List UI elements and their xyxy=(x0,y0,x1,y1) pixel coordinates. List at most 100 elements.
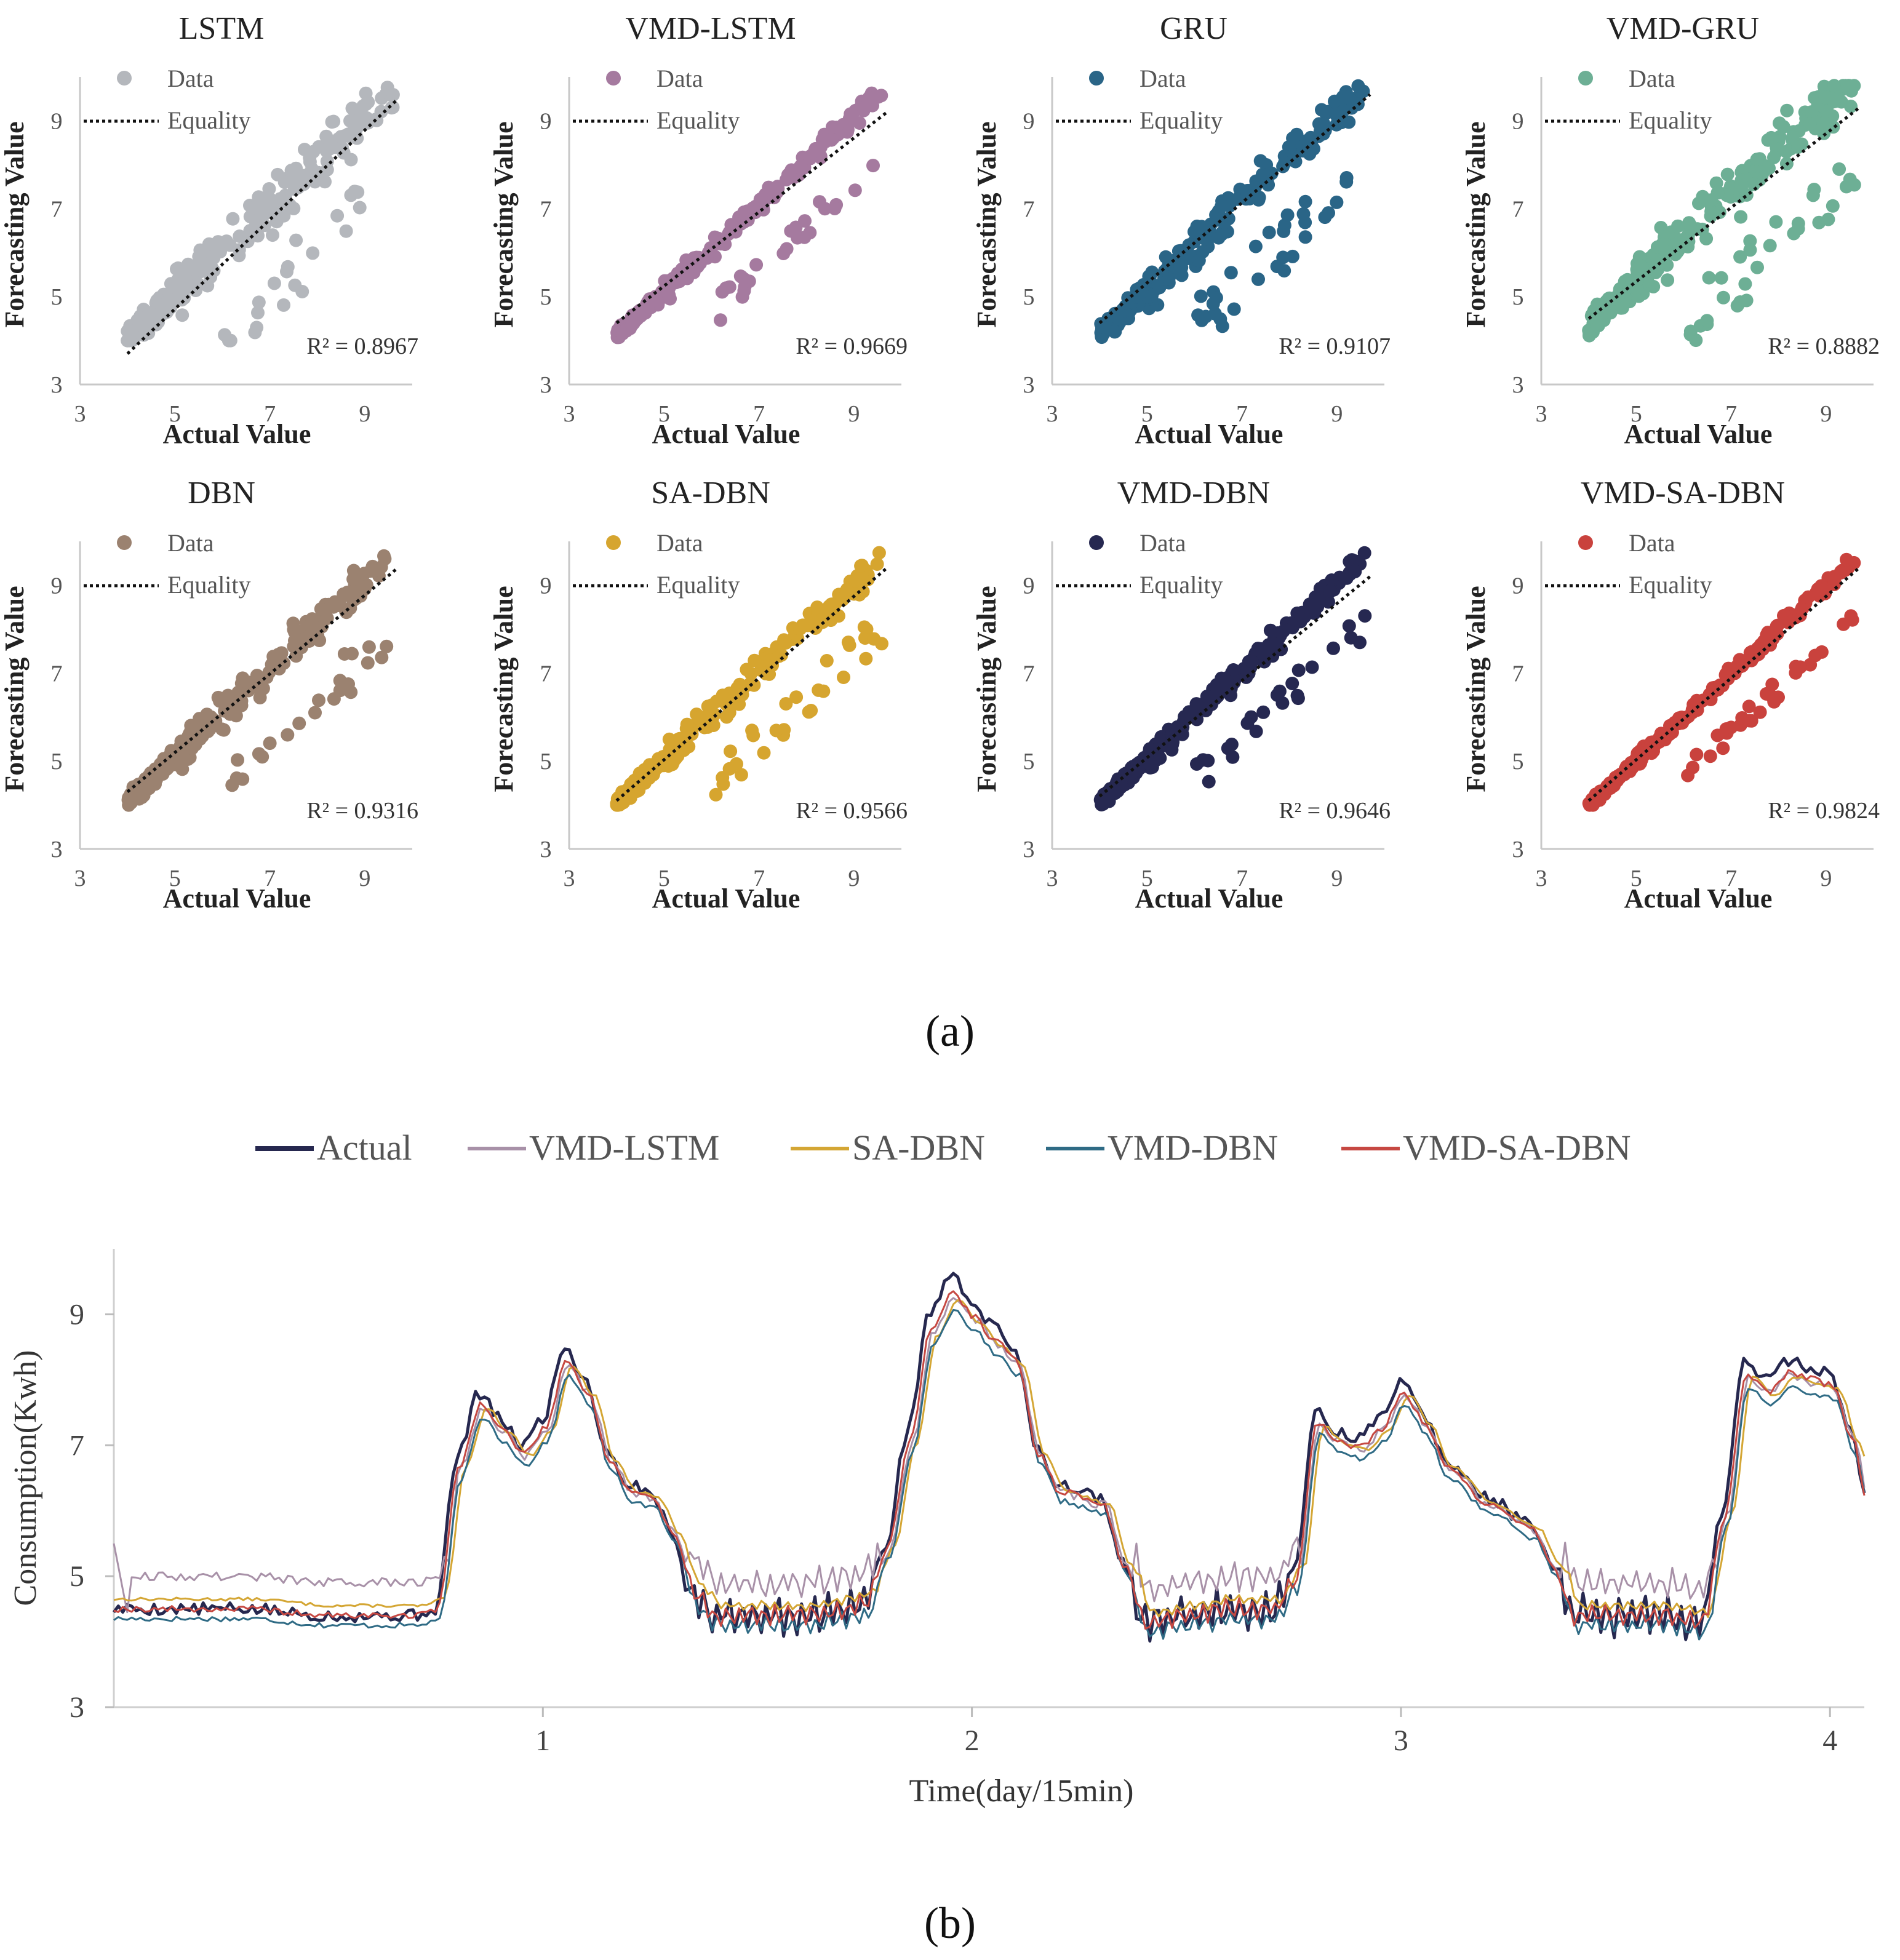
data-point xyxy=(753,193,767,207)
data-point xyxy=(1699,231,1714,245)
data-point xyxy=(1720,167,1734,181)
data-point xyxy=(1329,107,1343,121)
y-tick-label: 3 xyxy=(1023,837,1035,862)
data-point xyxy=(340,588,353,602)
y-tick-label: 9 xyxy=(540,108,552,134)
data-point xyxy=(1275,696,1290,710)
data-point xyxy=(1724,720,1738,735)
data-point xyxy=(161,757,175,771)
data-point xyxy=(724,744,738,759)
data-point xyxy=(311,165,325,180)
y-tick-label: 9 xyxy=(1512,573,1524,599)
data-point xyxy=(1132,287,1146,301)
legend-equality-label: Equality xyxy=(1629,106,1712,134)
data-point xyxy=(229,709,243,723)
x-tick-label: 2 xyxy=(965,1724,980,1757)
legend-label-vmd-sa-dbn: VMD-SA-DBN xyxy=(1403,1128,1631,1168)
data-point xyxy=(734,768,748,782)
y-tick-label: 7 xyxy=(1023,196,1035,222)
y-axis-label: Forecasting Value xyxy=(1461,121,1491,327)
x-tick-label: 9 xyxy=(848,866,860,891)
data-point xyxy=(323,134,337,148)
equality-line xyxy=(1587,106,1861,320)
equality-line xyxy=(126,97,399,355)
data-point xyxy=(277,194,291,209)
data-point xyxy=(1251,272,1265,286)
legend-label-sa-dbn: SA-DBN xyxy=(852,1128,985,1168)
data-points xyxy=(1582,552,1861,812)
y-tick-label: 5 xyxy=(51,284,63,310)
data-point xyxy=(780,242,794,256)
data-point xyxy=(1095,796,1109,810)
x-tick-label: 9 xyxy=(1820,401,1832,427)
data-point xyxy=(1173,722,1188,736)
data-point xyxy=(809,615,823,629)
y-tick-label: 5 xyxy=(1512,284,1524,310)
data-point xyxy=(1202,775,1216,789)
y-tick-label: 7 xyxy=(51,196,63,222)
data-point xyxy=(1285,249,1299,263)
data-point xyxy=(327,114,341,129)
data-point xyxy=(1817,79,1831,94)
data-point xyxy=(870,557,884,571)
data-point xyxy=(1734,210,1748,224)
legend-data-label: Data xyxy=(657,65,703,92)
scatter-panel-vmd-gru: VMD-GRU 3 5 7 9 3 5 7 9 Actual Value Forecasting V… xyxy=(1461,11,1880,449)
data-point xyxy=(1703,749,1717,763)
x-tick-label: 3 xyxy=(1047,401,1058,427)
data-point xyxy=(1307,601,1322,615)
x-axis-label: Actual Value xyxy=(652,883,800,914)
data-point xyxy=(1686,760,1700,775)
data-point xyxy=(1683,218,1697,232)
data-point xyxy=(332,599,346,612)
data-point xyxy=(748,653,762,667)
x-tick-label: 7 xyxy=(1725,866,1737,891)
data-point xyxy=(334,130,348,144)
data-point xyxy=(1162,253,1176,268)
x-tick-label: 3 xyxy=(1536,401,1547,427)
data-point xyxy=(1298,194,1312,209)
data-point xyxy=(1765,690,1779,704)
data-point xyxy=(852,116,866,130)
data-point xyxy=(714,313,727,327)
data-point xyxy=(1827,79,1841,93)
data-point xyxy=(1834,565,1848,580)
data-point xyxy=(1351,79,1365,93)
data-point xyxy=(1226,750,1240,764)
data-point xyxy=(295,285,309,298)
data-point xyxy=(1256,705,1271,719)
x-axis-label: Actual Value xyxy=(1624,883,1773,914)
legend-equality-label: Equality xyxy=(1629,571,1712,599)
data-point xyxy=(804,704,818,717)
data-point xyxy=(1839,180,1853,194)
r2-label: R² = 0.9646 xyxy=(1279,798,1391,824)
data-point xyxy=(253,691,267,704)
x-axis-label: Actual Value xyxy=(652,419,800,449)
data-point xyxy=(1330,195,1344,209)
data-point xyxy=(226,212,240,226)
r2-label: R² = 0.9566 xyxy=(796,798,908,824)
data-point xyxy=(1270,260,1284,274)
data-point xyxy=(260,193,274,207)
data-point xyxy=(1814,645,1829,659)
panel-title: SA-DBN xyxy=(651,476,770,511)
x-tick-label: 5 xyxy=(1141,401,1153,427)
data-point xyxy=(1750,153,1764,167)
data-point xyxy=(1353,635,1367,650)
y-tick-label: 9 xyxy=(1512,108,1524,134)
data-point xyxy=(303,151,317,165)
data-point xyxy=(305,612,319,626)
data-point xyxy=(1308,590,1322,604)
data-point xyxy=(1291,663,1306,677)
data-point xyxy=(1315,103,1328,117)
data-point xyxy=(1592,793,1607,807)
data-point xyxy=(1762,161,1776,175)
legend-equality-label: Equality xyxy=(1140,571,1223,599)
data-point xyxy=(615,327,629,341)
data-point xyxy=(266,650,281,664)
x-tick-label: 5 xyxy=(1631,401,1642,427)
y-tick-label: 7 xyxy=(1512,661,1524,687)
y-tick-label: 3 xyxy=(51,372,63,398)
x-tick-label: 9 xyxy=(1331,866,1343,891)
data-point xyxy=(1245,655,1259,669)
